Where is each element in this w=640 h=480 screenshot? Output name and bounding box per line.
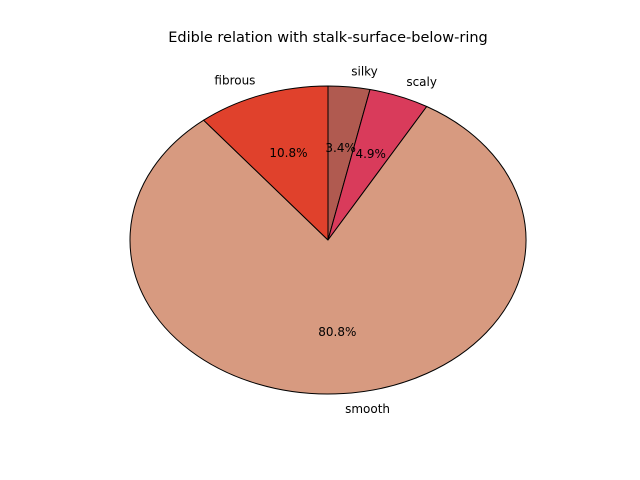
slice-label-scaly: scaly: [406, 75, 437, 89]
pct-label-smooth: 80.8%: [318, 325, 356, 339]
slice-labels: silky 3.4% scaly 4.9% smooth 80.8% fibrous 10.8…: [214, 65, 437, 416]
pct-label-fibrous: 10.8%: [269, 146, 307, 160]
slice-label-smooth: smooth: [345, 402, 390, 416]
pie-slice-smooth: [129, 106, 527, 395]
pct-label-silky: 3.4%: [325, 141, 356, 155]
slice-label-fibrous: fibrous: [214, 73, 255, 87]
pct-label-scaly: 4.9%: [355, 147, 386, 161]
pie-slice-fibrous: [203, 85, 329, 241]
chart-title: Edible relation with stalk-surface-below…: [168, 30, 488, 46]
pie-slices: [129, 85, 527, 395]
slice-label-silky: silky: [351, 65, 378, 79]
